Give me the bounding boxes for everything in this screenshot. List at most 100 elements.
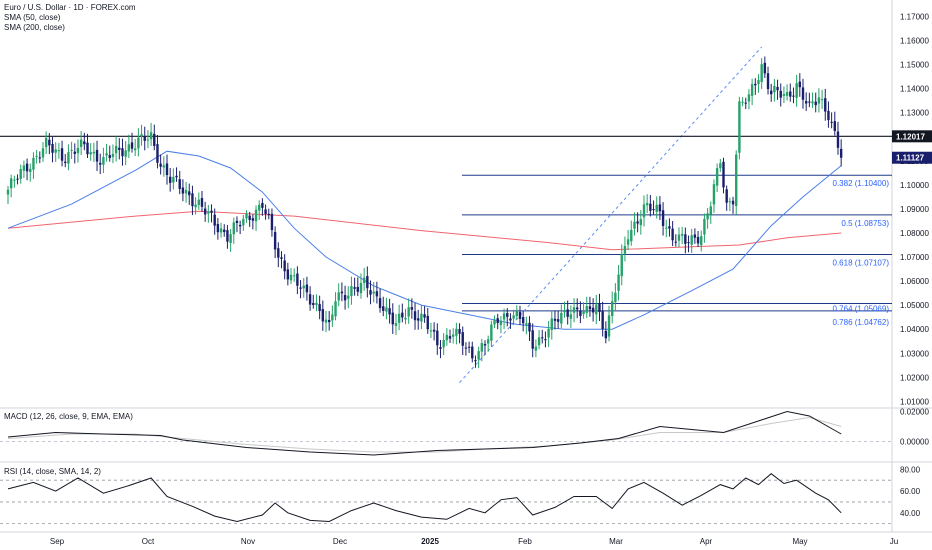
candle-body	[836, 131, 840, 148]
candle-body	[382, 306, 385, 311]
macd-tick-label: 0.02000	[900, 408, 929, 417]
candle-body	[48, 139, 51, 146]
candle-body	[89, 152, 92, 155]
candle-body	[6, 189, 10, 195]
candle-body	[267, 213, 270, 216]
candle-body	[795, 83, 798, 98]
candle-body	[229, 234, 232, 243]
candle-body	[121, 148, 124, 157]
candle-body	[394, 323, 398, 326]
candle-body	[709, 206, 712, 215]
candle-body	[153, 133, 156, 146]
candle-body	[420, 313, 423, 322]
candle-body	[86, 142, 89, 155]
candle-body	[649, 203, 652, 211]
candle-body	[245, 213, 248, 219]
candle-body	[792, 95, 795, 97]
candle-body	[544, 339, 547, 341]
candle-body	[591, 307, 595, 313]
candle-body	[223, 229, 226, 233]
price-tick-label: 1.13000	[900, 109, 929, 118]
candle-body	[137, 137, 140, 149]
candle-body	[579, 310, 582, 316]
candle-body	[585, 306, 588, 313]
time-tick-label: Dec	[333, 537, 347, 546]
candle-body	[830, 121, 833, 123]
price-label-box	[892, 130, 932, 143]
candle-body	[321, 309, 325, 322]
rsi-tick-label: 80.00	[900, 465, 921, 474]
price-tick-label: 1.16000	[900, 36, 929, 45]
candle-body	[118, 147, 121, 150]
candle-body	[601, 311, 604, 330]
candle-body	[401, 312, 404, 318]
candle-body	[687, 242, 690, 244]
candle-body	[445, 334, 449, 341]
candle-body	[480, 343, 484, 352]
candle-body	[804, 101, 808, 104]
candle-body	[410, 307, 414, 310]
candle-body	[286, 269, 290, 280]
candle-body	[149, 132, 153, 140]
candle-body	[531, 330, 534, 349]
candle-body	[327, 319, 331, 323]
candle-body	[674, 241, 677, 243]
candle-body	[735, 154, 738, 207]
candle-body	[703, 218, 706, 235]
candle-body	[305, 284, 309, 293]
candle-body	[611, 301, 614, 317]
candle-body	[350, 286, 353, 297]
macd-legend: MACD (12, 26, close, 9, EMA, EMA)	[4, 412, 133, 421]
candle-body	[108, 155, 111, 158]
candle-body	[76, 147, 80, 154]
candle-body	[35, 155, 38, 157]
candle-body	[25, 163, 29, 172]
candle-body	[556, 319, 560, 322]
candle-body	[258, 204, 261, 211]
candle-body	[191, 193, 194, 207]
candle-body	[44, 137, 48, 148]
candle-body	[9, 178, 13, 189]
candle-body	[782, 94, 786, 96]
candle-body	[639, 219, 643, 226]
candle-body	[13, 179, 16, 181]
candle-body	[235, 220, 239, 224]
candle-body	[744, 102, 747, 104]
candle-body	[553, 318, 557, 321]
candle-body	[95, 149, 99, 162]
candle-body	[375, 291, 379, 297]
candle-body	[378, 298, 382, 309]
candle-body	[54, 149, 57, 153]
candle-body	[700, 236, 703, 246]
time-tick-label: Mar	[609, 537, 623, 546]
rsi-line	[7, 473, 842, 523]
candle-body	[366, 276, 369, 289]
candle-body	[51, 143, 54, 153]
candle-body	[626, 239, 630, 245]
candle-body	[302, 285, 305, 289]
price-tick-label: 1.05000	[900, 301, 929, 310]
candle-body	[671, 228, 674, 241]
candle-body	[19, 169, 22, 179]
candle-body	[827, 110, 830, 121]
candle-body	[706, 213, 709, 220]
candle-body	[458, 329, 461, 334]
candle-body	[461, 332, 464, 346]
candle-body	[776, 86, 779, 91]
candle-body	[770, 90, 773, 95]
candle-body	[238, 224, 242, 227]
candle-body	[464, 347, 468, 349]
candle-body	[159, 163, 162, 167]
candle-body	[337, 292, 340, 301]
candle-body	[261, 202, 264, 208]
sma200-legend: SMA (200, close)	[4, 23, 65, 32]
candle-body	[207, 211, 210, 214]
candle-body	[70, 149, 73, 151]
time-tick-label: Apr	[700, 537, 713, 546]
price-tick-label: 1.15000	[900, 61, 929, 70]
candle-body	[652, 209, 655, 211]
candle-body	[114, 145, 118, 154]
candle-body	[29, 168, 32, 173]
